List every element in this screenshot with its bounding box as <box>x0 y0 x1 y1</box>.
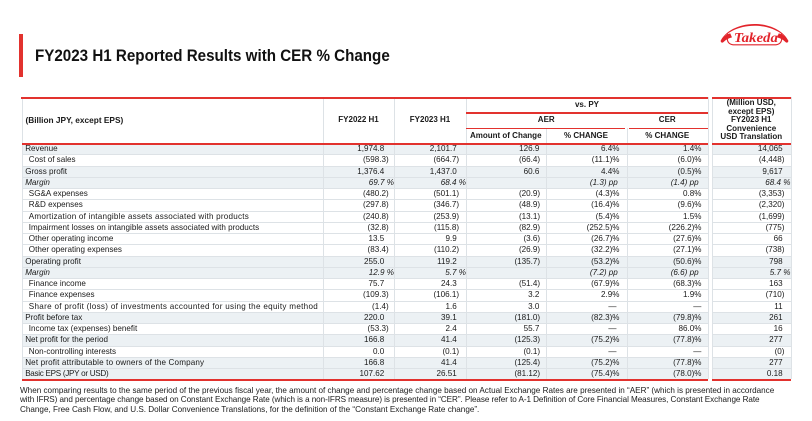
svg-text:Takeda: Takeda <box>734 30 778 45</box>
